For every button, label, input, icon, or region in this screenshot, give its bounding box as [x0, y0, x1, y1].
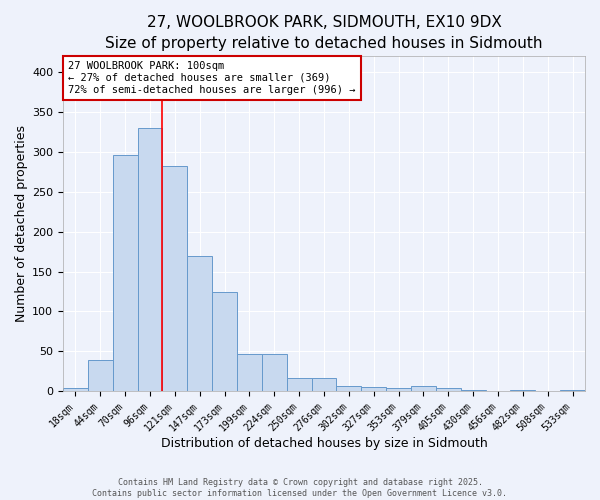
Bar: [113, 155, 137, 391]
Bar: [262, 354, 287, 391]
X-axis label: Distribution of detached houses by size in Sidmouth: Distribution of detached houses by size …: [161, 437, 487, 450]
Bar: [187, 256, 212, 391]
Bar: [436, 388, 461, 391]
Bar: [63, 388, 88, 391]
Title: 27, WOOLBROOK PARK, SIDMOUTH, EX10 9DX
Size of property relative to detached hou: 27, WOOLBROOK PARK, SIDMOUTH, EX10 9DX S…: [105, 15, 543, 51]
Text: Contains HM Land Registry data © Crown copyright and database right 2025.
Contai: Contains HM Land Registry data © Crown c…: [92, 478, 508, 498]
Bar: [287, 378, 311, 391]
Bar: [137, 128, 163, 391]
Bar: [237, 354, 262, 391]
Bar: [560, 390, 585, 391]
Bar: [88, 360, 113, 391]
Y-axis label: Number of detached properties: Number of detached properties: [15, 125, 28, 322]
Bar: [311, 378, 337, 391]
Bar: [511, 390, 535, 391]
Bar: [386, 388, 411, 391]
Bar: [163, 166, 187, 391]
Bar: [212, 292, 237, 391]
Bar: [361, 387, 386, 391]
Bar: [411, 386, 436, 391]
Bar: [461, 390, 485, 391]
Bar: [337, 386, 361, 391]
Text: 27 WOOLBROOK PARK: 100sqm
← 27% of detached houses are smaller (369)
72% of semi: 27 WOOLBROOK PARK: 100sqm ← 27% of detac…: [68, 62, 356, 94]
